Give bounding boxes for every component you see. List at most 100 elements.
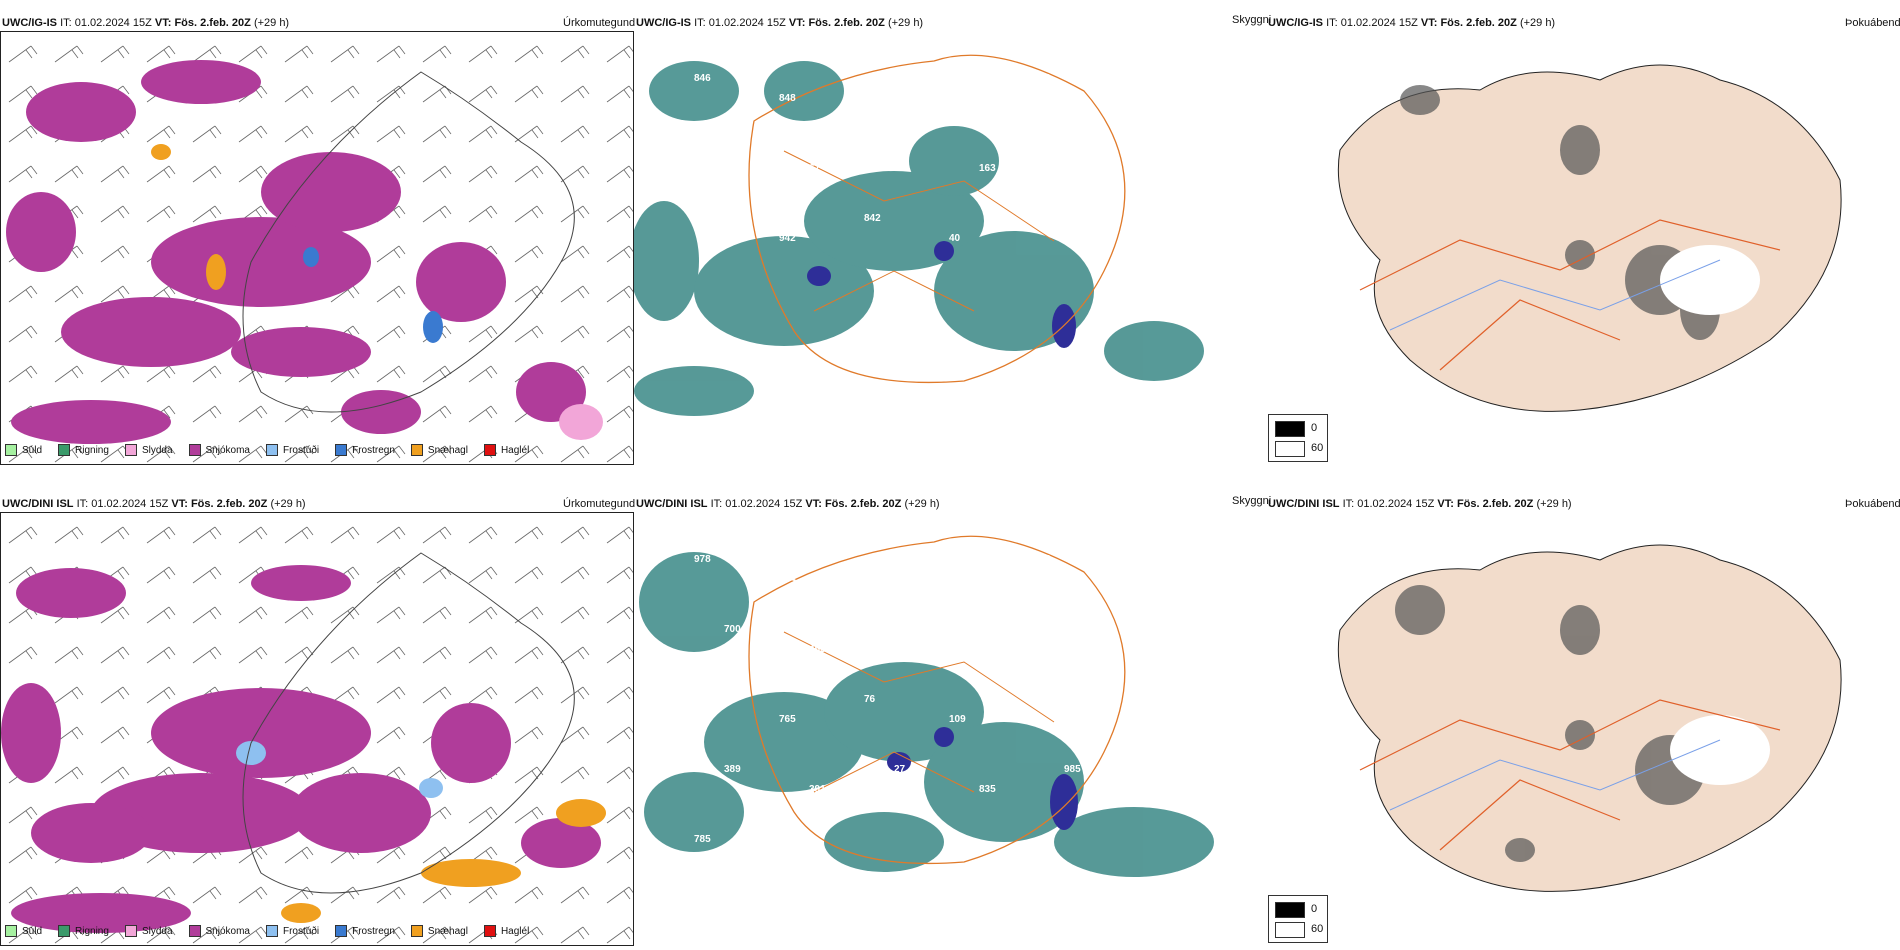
legend-item: Rigning — [58, 925, 109, 937]
visibility-value-label: 637 — [1149, 644, 1166, 655]
precip-map-row1: Súld Rigning Slydda Snjókoma Frostúði Fr… — [0, 31, 634, 465]
legend-item: Slydda — [124, 444, 173, 456]
visibility-value-label: 862 — [864, 554, 881, 565]
snow-areas — [6, 60, 586, 444]
fog-title: Þokuábendi — [1845, 498, 1900, 510]
it-label: IT: — [710, 498, 723, 510]
precip-title: Úrkomutegund — [563, 17, 636, 29]
lead-time: (+29 h) — [904, 498, 940, 510]
precip-map-svg — [1, 513, 633, 945]
visibility-value-label: 889 — [694, 694, 711, 705]
visibility-value-label: 300 — [894, 624, 911, 635]
visibility-value-label: 985 — [1064, 764, 1081, 775]
fog-map-row1 — [1300, 40, 1860, 440]
lead-time: (+29 h) — [253, 17, 290, 29]
visibility-value-labels: 846 848 951 634 799 489 877 67 216 163 826 130 218 94… — [694, 73, 1166, 244]
it-label: IT: — [694, 17, 706, 29]
visibility-value-label: 785 — [694, 834, 711, 845]
vt-label: VT: — [788, 17, 806, 29]
legend-item: Haglél — [483, 925, 529, 937]
it-value: 01.02.2024 15Z — [1340, 17, 1418, 29]
visibility-map-row1: 846 848 951 634 799 489 877 67 216 163 826 130 218 94… — [634, 31, 1268, 431]
visibility-value-label: 877 — [724, 143, 741, 154]
visibility-value-label: 951 — [864, 73, 881, 84]
legend-item: Snæhagl — [410, 444, 468, 456]
row1-fog-header: UWC/IG-IS IT: 01.02.2024 15Z VT: Fös. 2.… — [1268, 17, 1555, 29]
visibility-value-label: 513 — [1064, 624, 1081, 635]
it-value: 01.02.2024 15Z — [74, 17, 152, 29]
vt-label: VT: — [171, 498, 188, 510]
vt-label: VT: — [1420, 17, 1438, 29]
visibility-value-label: 842 — [864, 213, 881, 224]
legend-item: Rigning — [58, 444, 109, 456]
visibility-value-label: 634 — [949, 93, 966, 104]
visibility-value-label: 755 — [1119, 574, 1136, 585]
visibility-value-label: 67 — [809, 163, 821, 174]
it-label: IT: — [1326, 17, 1338, 29]
vt-label: VT: — [805, 498, 822, 510]
precip-map-svg — [1, 32, 633, 464]
visibility-value-label: 391 — [809, 784, 826, 795]
row2-vis-header: UWC/DINI ISL IT: 01.02.2024 15Z VT: Fös.… — [636, 498, 940, 510]
visibility-map-svg: 978 934 862 230 882 755 700 455 300 395 513 637 889 7… — [639, 535, 1214, 877]
fog-legend-row1: 0 60 — [1268, 414, 1328, 462]
visibility-value-label: 163 — [979, 163, 996, 174]
visibility-value-label: 210 — [1119, 714, 1136, 725]
it-value: 01.02.2024 15Z — [1357, 498, 1435, 510]
visibility-value-label: 942 — [779, 233, 796, 244]
visibility-value-label: 835 — [979, 784, 996, 795]
precip-map-row2: Súld Rigning Slydda Snjókoma Frostúði Fr… — [0, 512, 634, 946]
precip-title: Úrkomutegund — [563, 498, 636, 510]
legend-item: Súld — [5, 925, 42, 937]
precip-legend: Súld Rigning Slydda Snjókoma Frostúði Fr… — [5, 925, 529, 937]
legend-item: Frostregn — [335, 444, 395, 456]
visibility-value-label: 230 — [949, 574, 966, 585]
visibility-value-label: 395 — [979, 644, 996, 655]
legend-item: Snæhagl — [410, 925, 468, 937]
visibility-value-label: 826 — [1064, 143, 1081, 154]
visibility-value-label: 101 — [1149, 784, 1166, 795]
visibility-value-label: 934 — [779, 574, 796, 585]
legend-item: Súld — [5, 444, 42, 456]
it-label: IT: — [1342, 498, 1355, 510]
fog-indicator-areas — [1395, 585, 1705, 862]
visibility-value-label: 76 — [864, 694, 876, 705]
visibility-map-row2: 978 934 862 230 882 755 700 455 300 395 513 637 889 7… — [634, 512, 1268, 912]
model-name: UWC/DINI ISL — [636, 498, 708, 510]
row1-precip-header: UWC/IG-IS IT: 01.02.2024 15Z VT: Fös. 2.… — [2, 17, 289, 29]
it-value: 01.02.2024 15Z — [91, 498, 169, 510]
visibility-value-label: 130 — [1149, 163, 1166, 174]
legend-item: Frostregn — [335, 925, 395, 937]
legend-item: Slydda — [124, 925, 173, 937]
it-value: 01.02.2024 15Z — [725, 498, 803, 510]
visibility-value-label: 978 — [694, 554, 711, 565]
lead-time: (+29 h) — [1536, 498, 1572, 510]
model-name: UWC/IG-IS — [2, 17, 57, 29]
low-visibility-areas — [634, 61, 1204, 416]
vt-value: Fös. 2.feb. 20Z — [808, 17, 885, 29]
visibility-value-label: 848 — [779, 93, 796, 104]
visibility-value-label: 799 — [1034, 73, 1051, 84]
vt-label: VT: — [154, 17, 172, 29]
legend-item: Frostúði — [265, 925, 319, 937]
fog-map-svg — [1337, 64, 1842, 412]
vt-value: Fös. 2.feb. 20Z — [190, 498, 268, 510]
model-name: UWC/IG-IS — [1268, 17, 1323, 29]
visibility-value-label: 218 — [694, 213, 711, 224]
visibility-value-label: 867 — [779, 854, 796, 865]
snow-areas — [1, 565, 601, 933]
visibility-value-label: 389 — [724, 764, 741, 775]
vt-value: Fös. 2.feb. 20Z — [1440, 17, 1517, 29]
it-label: IT: — [76, 498, 89, 510]
model-name: UWC/DINI ISL — [2, 498, 74, 510]
row2-fog-header: UWC/DINI ISL IT: 01.02.2024 15Z VT: Fös.… — [1268, 498, 1572, 510]
model-name: UWC/DINI ISL — [1268, 498, 1340, 510]
visibility-value-label: 216 — [894, 143, 911, 154]
it-value: 01.02.2024 15Z — [708, 17, 786, 29]
legend-item: Frostúði — [265, 444, 319, 456]
visibility-map-svg: 846 848 951 634 799 489 877 67 216 163 826 130 218 94… — [634, 54, 1204, 416]
row2-precip-header: UWC/DINI ISL IT: 01.02.2024 15Z VT: Fös.… — [2, 498, 306, 510]
lead-time: (+29 h) — [1519, 17, 1556, 29]
visibility-value-label: 27 — [894, 764, 906, 775]
legend-item: Haglél — [483, 444, 529, 456]
